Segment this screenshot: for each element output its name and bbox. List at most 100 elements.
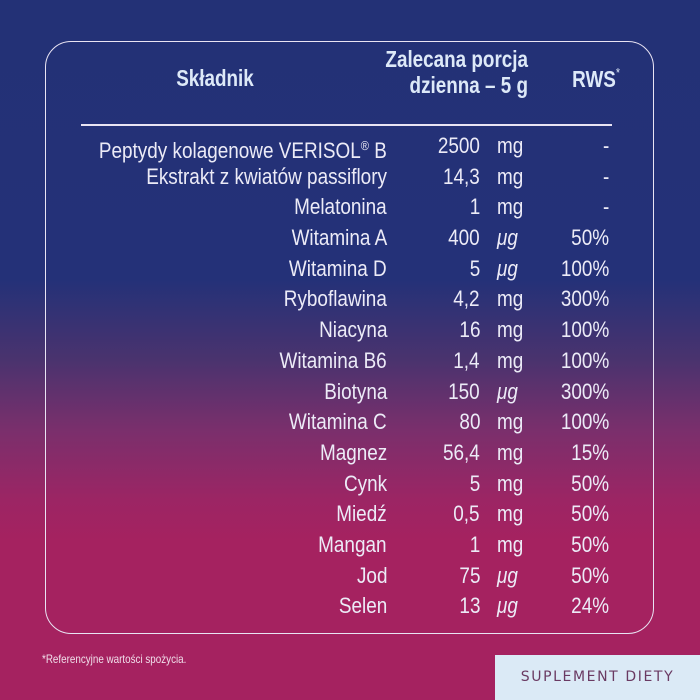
rws-percent: 300% — [560, 378, 609, 404]
ingredient-name-text: Cynk — [343, 470, 387, 496]
unit: mg — [497, 531, 524, 557]
unit: μg — [497, 378, 518, 404]
amount: 5 — [469, 255, 480, 281]
table-row: Jod 75 μg 50% — [0, 561, 700, 592]
header-portion-line1: Zalecana porcja — [385, 46, 528, 72]
ingredient-name: Witamina B6 — [280, 346, 387, 377]
ingredient-name-text: Biotyna — [323, 378, 387, 404]
unit: mg — [497, 409, 524, 435]
ingredient-name-text: Ekstrakt z kwiatów passiflory — [146, 163, 387, 189]
unit: mg — [497, 470, 524, 496]
ingredient-name: Witamina A — [291, 223, 387, 254]
rws-percent: - — [602, 133, 609, 158]
table-row: Niacyna 16 mg 100% — [0, 315, 700, 346]
nutrition-table-body: Peptydy kolagenowe VERISOL® B 2500 mg - Ekst… — [0, 131, 700, 622]
header-ingredient: Składnik — [176, 65, 254, 91]
amount: 16 — [458, 317, 480, 343]
amount: 56,4 — [443, 439, 480, 465]
table-row: Peptydy kolagenowe VERISOL® B 2500 mg - — [0, 131, 700, 163]
ingredient-name: Biotyna — [324, 377, 387, 408]
rws-percent: 15% — [571, 439, 609, 465]
ingredient-name: Mangan — [319, 530, 387, 561]
unit: mg — [497, 439, 524, 465]
amount: 1,4 — [453, 347, 480, 373]
table-row: Magnez 56,4 mg 15% — [0, 438, 700, 469]
amount: 14,3 — [443, 163, 480, 189]
ingredient-name: Melatonina — [294, 192, 387, 223]
ingredient-name-text: Witamina A — [291, 225, 387, 251]
ingredient-name-text: Witamina D — [289, 255, 387, 281]
rws-percent: 100% — [560, 347, 609, 373]
rws-percent: 300% — [560, 286, 609, 312]
table-row: Selen 13 μg 24% — [0, 591, 700, 622]
ingredient-name: Magnez — [320, 438, 387, 469]
unit: μg — [497, 593, 518, 619]
table-row: Miedź 0,5 mg 50% — [0, 499, 700, 530]
ingredient-name-text: Selen — [338, 593, 387, 619]
table-row: Cynk 5 mg 50% — [0, 469, 700, 500]
header-portion-line2: dzienna – 5 g — [409, 72, 528, 98]
amount: 80 — [458, 409, 480, 435]
ingredient-name-text: Miedź — [336, 501, 387, 527]
unit: μg — [497, 225, 518, 251]
ingredient-name: Witamina C — [289, 407, 387, 438]
unit: mg — [497, 317, 524, 343]
rws-percent: 100% — [560, 317, 609, 343]
rws-percent: 24% — [571, 593, 609, 619]
ingredient-name-suffix: B — [369, 138, 387, 163]
rws-percent: 50% — [571, 501, 609, 527]
amount: 2500 — [437, 133, 480, 158]
ingredient-name: Ekstrakt z kwiatów passiflory — [146, 162, 387, 193]
footnote: *Referencyjne wartości spożycia. — [42, 652, 187, 666]
rws-percent: 50% — [571, 470, 609, 496]
ingredient-name-text: Peptydy kolagenowe VERISOL — [98, 138, 361, 163]
ingredient-name: Miedź — [337, 499, 387, 530]
amount: 1 — [469, 531, 480, 557]
unit: mg — [497, 501, 524, 527]
ingredient-name-text: Witamina B6 — [279, 347, 387, 373]
registered-mark: ® — [360, 138, 370, 153]
table-row: Biotyna 150 μg 300% — [0, 377, 700, 408]
table-row: Witamina A 400 μg 50% — [0, 223, 700, 254]
amount: 5 — [469, 470, 480, 496]
table-frame — [45, 41, 654, 634]
unit: μg — [497, 255, 518, 281]
unit: mg — [497, 286, 524, 312]
supplement-badge: SUPLEMENT DIETY — [495, 655, 700, 700]
unit: μg — [497, 562, 518, 588]
header-rws-asterisk: * — [615, 65, 620, 80]
table-row: Witamina B6 1,4 mg 100% — [0, 346, 700, 377]
amount: 0,5 — [453, 501, 480, 527]
rws-percent: - — [602, 163, 609, 189]
header-divider — [81, 124, 612, 126]
table-row: Witamina C 80 mg 100% — [0, 407, 700, 438]
unit: mg — [497, 347, 524, 373]
header-daily-portion: Zalecana porcja dzienna – 5 g — [357, 46, 528, 98]
ingredient-name-text: Ryboflawina — [283, 286, 387, 312]
ingredient-name-text: Witamina C — [289, 409, 387, 435]
header-rws: RWS* — [554, 65, 620, 93]
ingredient-name: Jod — [356, 561, 387, 592]
rws-percent: 50% — [571, 531, 609, 557]
ingredient-name: Ryboflawina — [284, 284, 387, 315]
amount: 1 — [469, 194, 480, 220]
unit: mg — [497, 133, 524, 158]
table-row: Ekstrakt z kwiatów passiflory 14,3 mg - — [0, 162, 700, 193]
rws-percent: - — [602, 194, 609, 220]
table-row: Melatonina 1 mg - — [0, 192, 700, 223]
ingredient-name-text: Melatonina — [294, 194, 387, 220]
header-rws-label: RWS — [572, 66, 616, 92]
ingredient-name: Peptydy kolagenowe VERISOL® B — [99, 131, 387, 167]
unit: mg — [497, 163, 524, 189]
table-row: Ryboflawina 4,2 mg 300% — [0, 284, 700, 315]
amount: 13 — [458, 593, 480, 619]
rws-percent: 50% — [571, 225, 609, 251]
amount: 150 — [448, 378, 480, 404]
ingredient-name: Niacyna — [319, 315, 387, 346]
table-row: Mangan 1 mg 50% — [0, 530, 700, 561]
ingredient-name-text: Niacyna — [318, 317, 387, 343]
rws-percent: 100% — [560, 409, 609, 435]
amount: 4,2 — [453, 286, 480, 312]
amount: 400 — [448, 225, 480, 251]
ingredient-name: Cynk — [344, 469, 387, 500]
